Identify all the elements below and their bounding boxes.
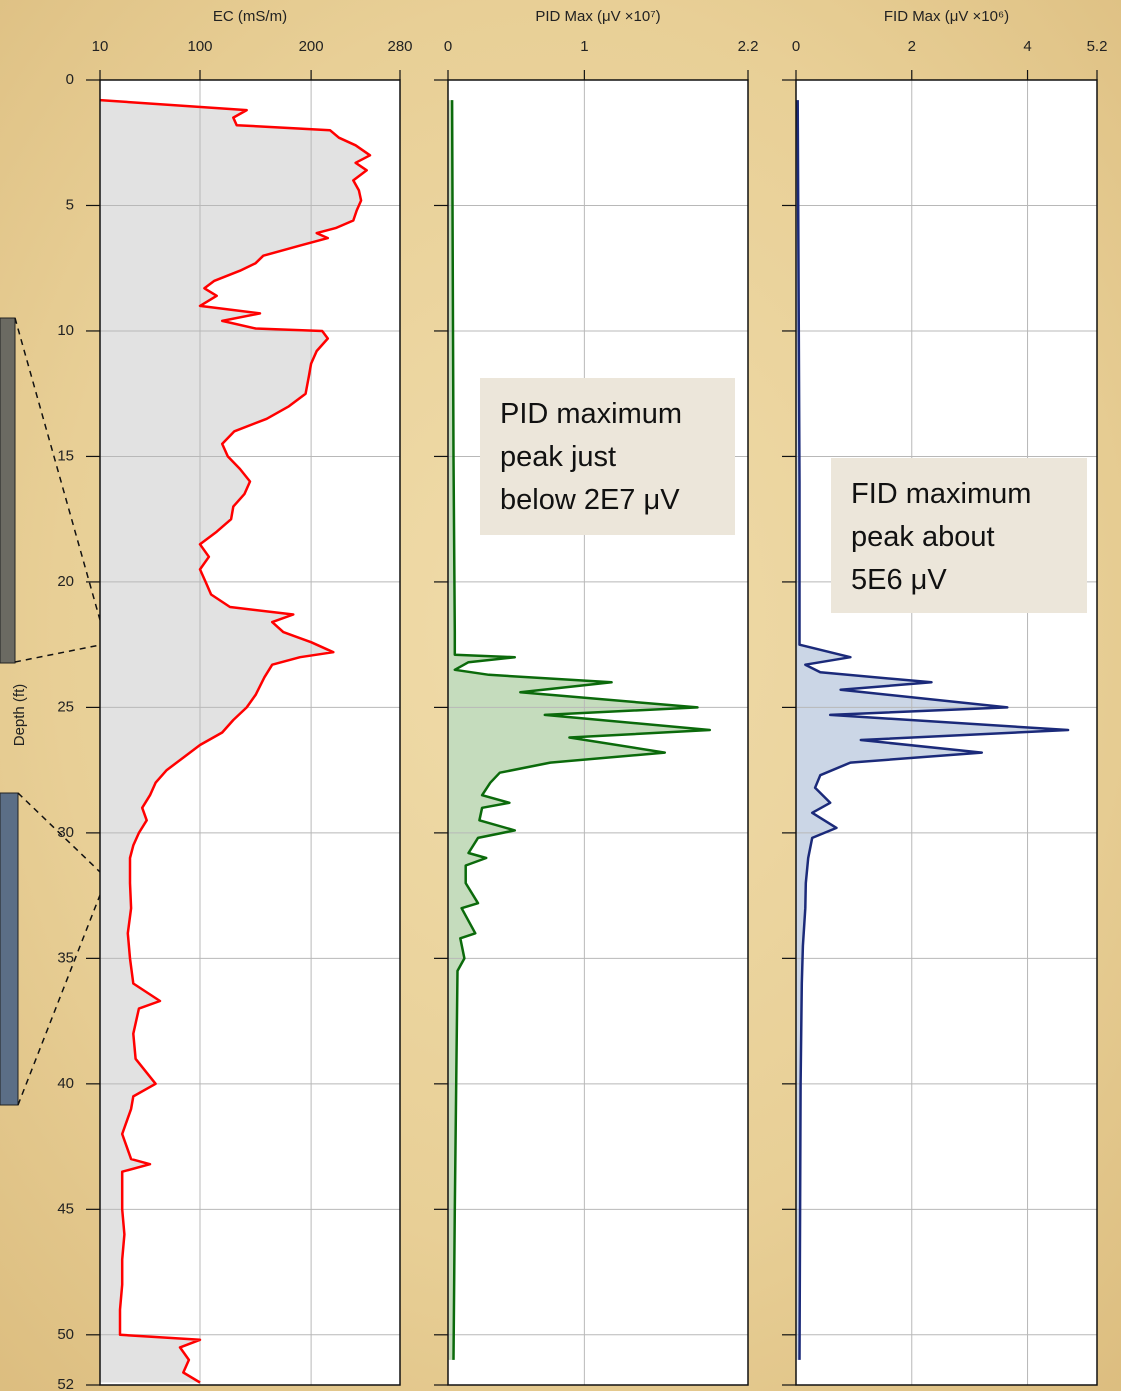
y-tick-label: 52 — [57, 1376, 74, 1391]
x-tick-label: 1 — [580, 38, 588, 55]
x-tick-label: 200 — [299, 38, 324, 55]
annotation-text: peak just — [500, 441, 616, 473]
y-tick-label: 20 — [57, 573, 74, 590]
core-photo — [0, 318, 15, 663]
x-tick-label: 0 — [444, 38, 452, 55]
y-tick-label: 45 — [57, 1200, 74, 1217]
x-tick-label: 2.2 — [738, 38, 759, 55]
x-axis-label: PID Max (μV ×10⁷) — [535, 8, 660, 25]
y-tick-label: 40 — [57, 1075, 74, 1092]
annotation-text: below 2E7 μV — [500, 484, 680, 516]
x-tick-label: 280 — [387, 38, 412, 55]
x-tick-label: 0 — [792, 38, 800, 55]
x-axis-label: FID Max (μV ×10⁶) — [884, 8, 1009, 25]
annotation-text: 5E6 μV — [851, 564, 947, 596]
y-tick-label: 15 — [57, 447, 74, 464]
y-axis-label: Depth (ft) — [11, 684, 28, 747]
x-tick-label: 5.2 — [1087, 38, 1108, 55]
y-tick-label: 30 — [57, 824, 74, 841]
annotation-text: PID maximum — [500, 398, 682, 430]
x-axis-label: EC (mS/m) — [213, 8, 287, 25]
x-tick-label: 100 — [187, 38, 212, 55]
annotation-text: FID maximum — [851, 478, 1031, 510]
chart: 051015202530354045505210100200280EC (mS/… — [0, 0, 1121, 1391]
x-tick-label: 10 — [92, 38, 109, 55]
y-tick-label: 25 — [57, 698, 74, 715]
y-tick-label: 0 — [66, 71, 74, 88]
annotation-text: peak about — [851, 521, 995, 553]
page: 051015202530354045505210100200280EC (mS/… — [0, 0, 1121, 1391]
core-photo — [0, 793, 18, 1105]
y-tick-label: 50 — [57, 1326, 74, 1343]
y-tick-label: 10 — [57, 322, 74, 339]
x-tick-label: 4 — [1023, 38, 1031, 55]
y-tick-label: 5 — [66, 196, 74, 213]
y-tick-label: 35 — [57, 949, 74, 966]
x-tick-label: 2 — [908, 38, 916, 55]
